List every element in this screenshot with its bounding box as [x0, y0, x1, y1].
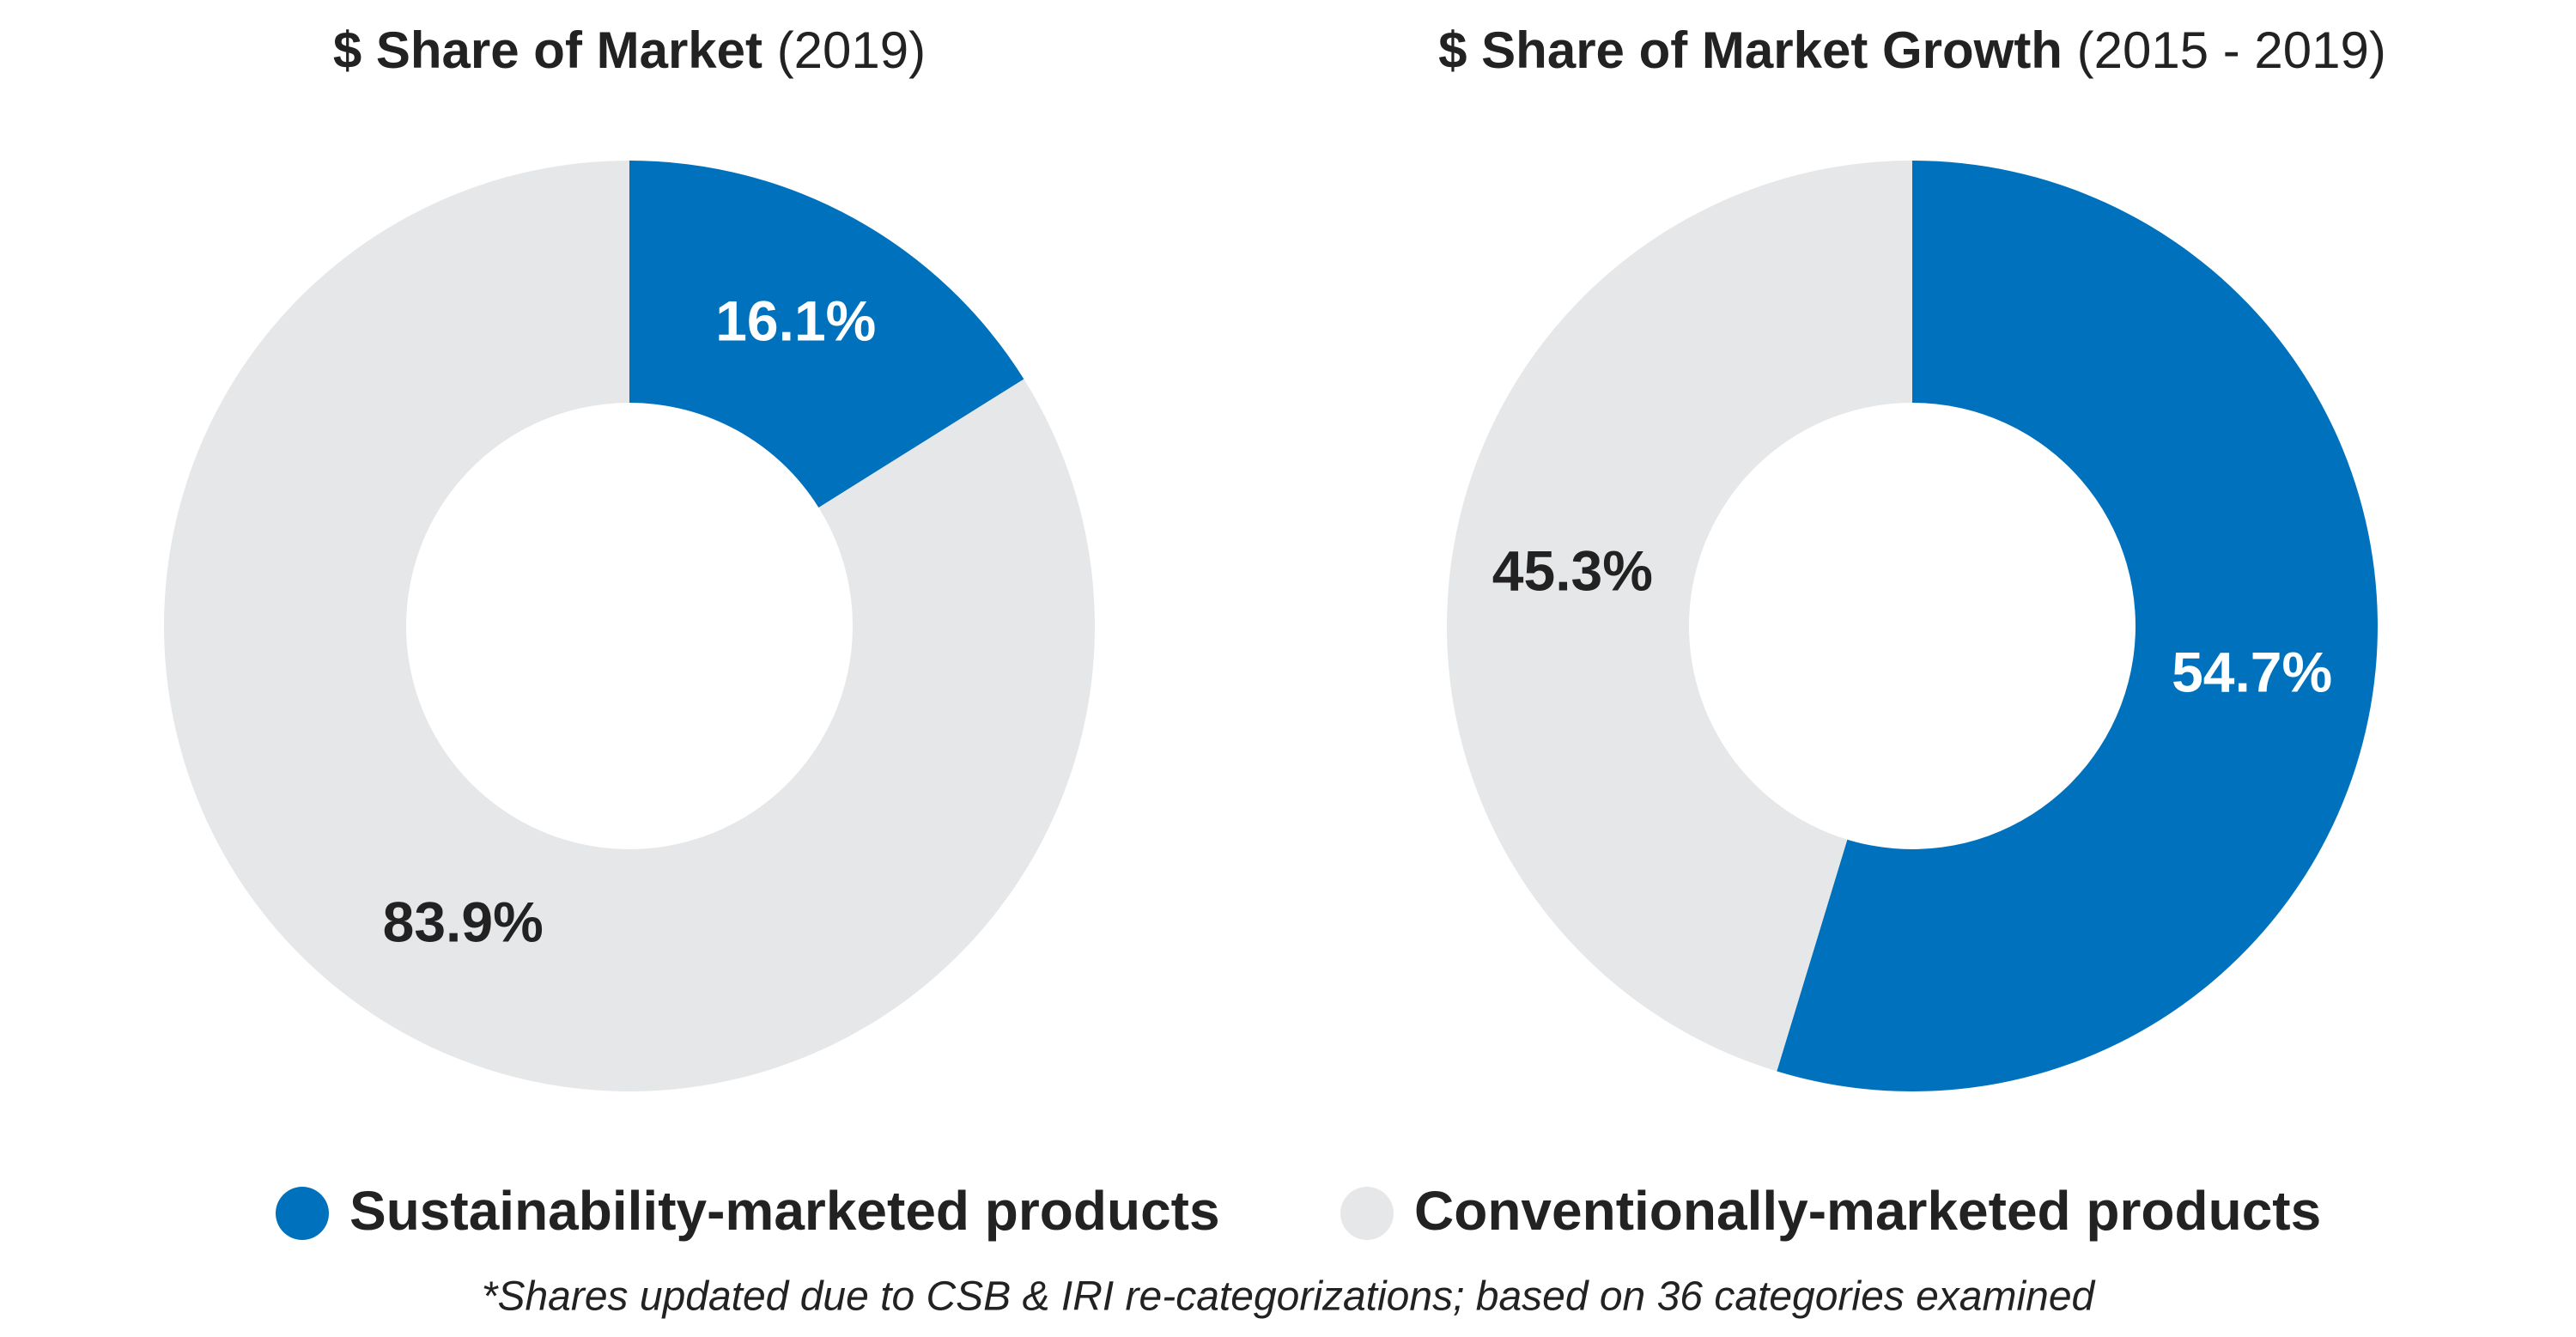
legend-label: Conventionally-marketed products: [1414, 1180, 2321, 1242]
data-label: 54.7%: [2172, 640, 2332, 703]
title-main: $ Share of Market: [333, 21, 762, 79]
data-label: 45.3%: [1492, 539, 1653, 603]
title-period: (2015 - 2019): [2077, 21, 2386, 79]
donut-slice: [629, 161, 1024, 508]
legend-swatch: [276, 1187, 329, 1240]
title-period: (2019): [777, 21, 926, 79]
chart-title: $ Share of Market Growth (2015 - 2019): [1438, 21, 2386, 79]
donut-slice: [163, 161, 1095, 1091]
legend-label: Sustainability-marketed products: [349, 1180, 1220, 1242]
data-label: 16.1%: [715, 289, 876, 353]
title-main: $ Share of Market Growth: [1438, 21, 2063, 79]
donut-slice: [1446, 160, 1912, 1072]
legend-swatch: [1340, 1187, 1394, 1240]
data-label: 83.9%: [383, 890, 544, 953]
footnote: *Shares updated due to CSB & IRI re-cate…: [482, 1274, 2096, 1320]
donut-slice: [1777, 161, 2378, 1091]
chart-title: $ Share of Market (2019): [333, 21, 926, 79]
